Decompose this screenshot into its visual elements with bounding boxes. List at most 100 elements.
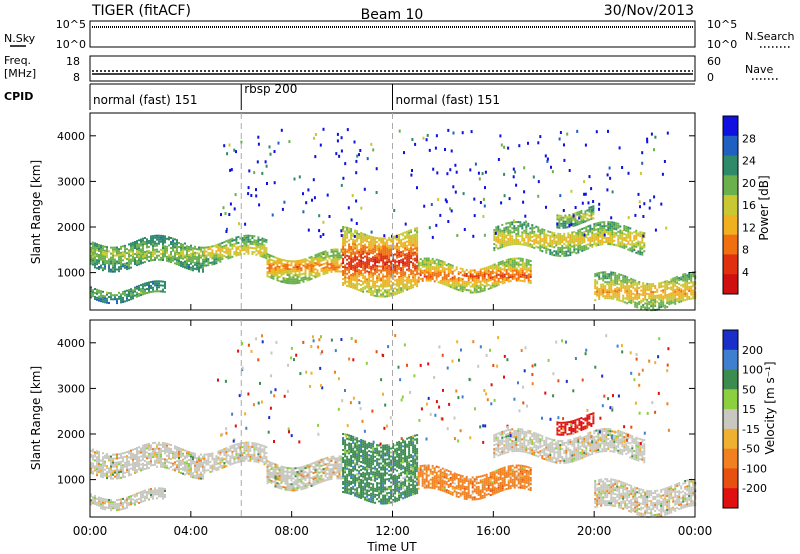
scatter-point: [525, 220, 528, 224]
scatter-point: [237, 349, 240, 353]
scatter-point: [345, 434, 348, 438]
scatter-point: [646, 140, 649, 144]
x-tick-label: 08:00: [274, 524, 309, 538]
scatter-point: [270, 374, 273, 378]
scatter-point: [534, 363, 537, 367]
scatter-point: [225, 230, 228, 233]
scatter-point: [287, 363, 290, 367]
scatter-point: [503, 172, 506, 176]
scatter-point: [383, 426, 386, 430]
nave-tick-top: 60: [707, 55, 721, 68]
scatter-point: [268, 416, 271, 420]
scatter-point: [319, 366, 322, 370]
scatter-point: [442, 388, 444, 392]
scatter-point: [293, 358, 295, 362]
scatter-point: [427, 362, 430, 366]
scatter-point: [523, 166, 526, 170]
scatter-point: [509, 432, 512, 435]
scatter-point: [286, 389, 289, 393]
scatter-point: [490, 383, 493, 387]
scatter-point: [454, 163, 457, 167]
scatter-point: [581, 201, 584, 205]
scatter-point: [318, 214, 321, 218]
scatter-point: [641, 368, 644, 372]
scatter-point: [264, 160, 267, 164]
scatter-point: [484, 170, 487, 174]
scatter-point: [630, 371, 633, 375]
scatter-point: [657, 355, 660, 359]
scatter-point: [507, 146, 510, 150]
colorbar-segment: [723, 428, 738, 450]
scatter-point: [312, 178, 315, 182]
scatter-point: [340, 183, 343, 187]
scatter-point: [256, 160, 259, 164]
scatter-point: [350, 218, 353, 222]
scatter-point: [259, 381, 261, 385]
power-y-axis: 1000 2000 3000 4000: [57, 130, 695, 280]
x-tick-label: 12:00: [375, 524, 410, 538]
scatter-point: [633, 378, 636, 382]
scatter-point: [585, 348, 588, 352]
scatter-point: [370, 142, 373, 146]
scatter-point: [382, 354, 385, 357]
scatter-point: [317, 423, 320, 427]
scatter-point: [607, 397, 610, 401]
y-tick-label: 3000: [57, 382, 85, 395]
scatter-point: [224, 379, 227, 383]
scatter-point: [562, 427, 565, 431]
scatter-point: [531, 382, 534, 386]
cpid-row: normal (fast) 151 rbsp 200 normal (fast) 1…: [89, 82, 500, 110]
scatter-point: [229, 168, 232, 172]
scatter-point: [651, 401, 654, 405]
freq-tick-bottom: 8: [73, 71, 80, 84]
scatter-point: [606, 173, 609, 177]
scatter-point: [423, 204, 426, 208]
scatter-point: [234, 424, 237, 428]
scatter-point: [258, 203, 261, 207]
scatter-point: [427, 396, 430, 400]
scatter-point: [247, 192, 250, 196]
scatter-point: [477, 171, 480, 175]
scatter-point: [579, 214, 582, 218]
scatter-point: [365, 361, 368, 365]
scatter-point: [404, 222, 407, 226]
scatter-point: [608, 166, 611, 170]
scatter-point: [223, 144, 226, 148]
scatter-point: [581, 378, 584, 382]
colorbar-segment: [723, 349, 738, 371]
scatter-point: [497, 336, 500, 340]
scatter-point: [478, 177, 481, 181]
power-colorbar-label: Power [dB]: [757, 175, 771, 240]
power-y-label: Slant Range [km]: [29, 160, 43, 264]
scatter-point: [425, 437, 428, 441]
scatter-point: [626, 438, 628, 442]
scatter-point: [606, 188, 609, 192]
x-tick-label: 00:00: [678, 524, 713, 538]
scatter-point: [454, 190, 457, 194]
scatter-point: [220, 433, 223, 437]
scatter-point: [220, 213, 222, 217]
scatter-point: [483, 204, 486, 208]
colorbar-tick-label: 24: [742, 155, 756, 168]
scatter-point: [386, 424, 388, 428]
scatter-point: [586, 425, 589, 429]
echo-band: [90, 234, 204, 273]
scatter-point: [552, 394, 555, 398]
power-colorbar: 4 8 12 16 20 24 28: [722, 115, 756, 295]
scatter-point: [627, 216, 630, 220]
scatter-point: [590, 435, 593, 439]
echo-band: [266, 248, 343, 285]
scatter-point: [458, 358, 460, 362]
y-tick-label: 4000: [57, 337, 85, 350]
scatter-point: [503, 375, 505, 379]
echo-band: [90, 487, 166, 512]
scatter-point: [555, 340, 558, 344]
scatter-point: [322, 220, 325, 224]
scatter-point: [355, 199, 358, 203]
scatter-point: [410, 173, 413, 177]
scatter-point: [360, 206, 363, 210]
scatter-point: [261, 400, 263, 404]
scatter-point: [503, 354, 506, 358]
scatter-point: [518, 144, 521, 148]
scatter-point: [445, 200, 448, 204]
